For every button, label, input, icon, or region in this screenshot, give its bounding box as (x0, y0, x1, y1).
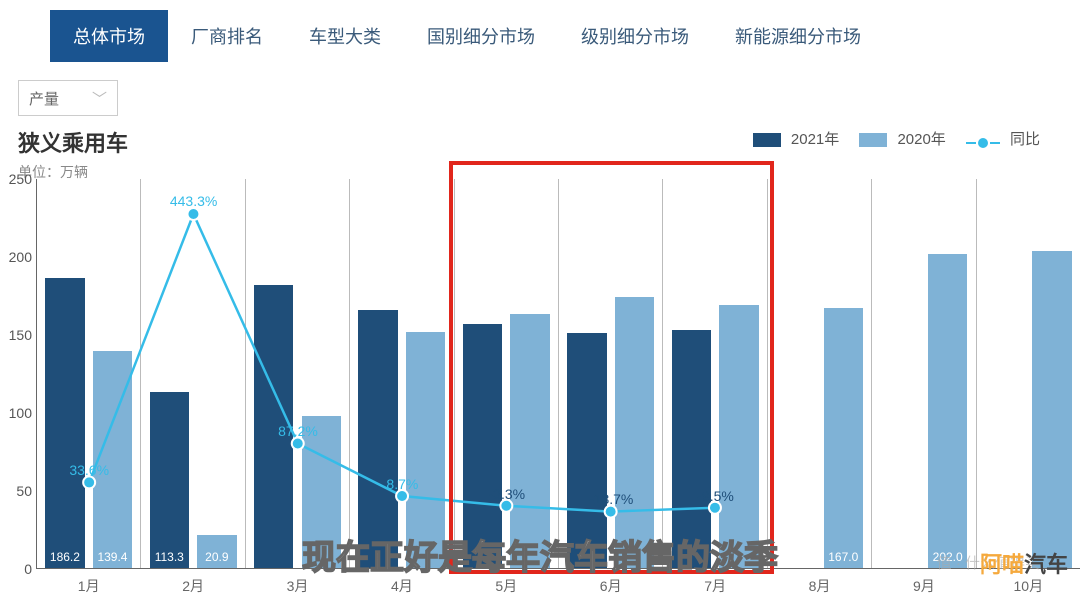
x-label: 4月 (350, 576, 453, 596)
tab-5[interactable]: 新能源细分市场 (712, 10, 884, 62)
chevron-down-icon: ﹀ (92, 88, 107, 109)
x-label: 9月 (872, 576, 975, 596)
yoy-point-label: 8.7% (386, 476, 418, 492)
legend-item-yoy: 同比 (966, 128, 1040, 149)
tab-4[interactable]: 级别细分市场 (558, 10, 712, 62)
tab-0[interactable]: 总体市场 (50, 10, 168, 62)
y-tick-label: 0 (2, 561, 32, 577)
y-tick-label: 100 (2, 405, 32, 421)
x-label: 5月 (455, 576, 558, 596)
tab-1[interactable]: 厂商排名 (168, 10, 286, 62)
tabs: 总体市场厂商排名车型大类国别细分市场级别细分市场新能源细分市场 (0, 0, 1080, 62)
chart-title: 狭义乘用车 (18, 126, 128, 158)
yoy-point-label: 87.2% (278, 423, 318, 439)
y-tick-label: 200 (2, 249, 32, 265)
legend-item-2021: 2021年 (753, 128, 840, 149)
yoy-point-label: -13.7% (589, 492, 633, 508)
yoy-point-label: 443.3% (170, 193, 217, 209)
yoy-point-label: 33.6% (69, 462, 109, 478)
legend-item-2020: 2020年 (859, 128, 946, 149)
x-label: 7月 (663, 576, 766, 596)
x-label: 10月 (977, 576, 1080, 596)
x-label: 3月 (246, 576, 349, 596)
legend-line-dot-icon (978, 138, 988, 148)
dropdown-label: 产量 (29, 88, 59, 109)
legend-swatch-2021 (753, 133, 781, 147)
y-tick-label: 150 (2, 327, 32, 343)
y-tick-label: 50 (2, 483, 32, 499)
tab-2[interactable]: 车型大类 (286, 10, 404, 62)
x-label: 8月 (768, 576, 871, 596)
legend-line-seg (990, 142, 1000, 144)
x-label: 1月 (37, 576, 140, 596)
yoy-point-label: -3.3% (489, 486, 526, 502)
metric-dropdown[interactable]: 产量 ﹀ (18, 80, 118, 116)
tab-3[interactable]: 国别细分市场 (404, 10, 558, 62)
legend-swatch-2020 (859, 133, 887, 147)
x-label: 6月 (559, 576, 662, 596)
legend: 2021年 2020年 同比 (753, 128, 1040, 149)
plot: 1月186.2139.42月113.320.93月4月5月6月7月8月167.0… (36, 179, 1080, 569)
chart-area: 1月186.2139.42月113.320.93月4月5月6月7月8月167.0… (0, 179, 1080, 609)
yoy-point-label: -9.5% (697, 488, 734, 504)
chart-header: 狭义乘用车 单位：万辆 2021年 2020年 同比 (18, 126, 1080, 182)
legend-line-seg (966, 142, 976, 144)
x-label: 2月 (141, 576, 244, 596)
yoy-line (37, 179, 1080, 568)
